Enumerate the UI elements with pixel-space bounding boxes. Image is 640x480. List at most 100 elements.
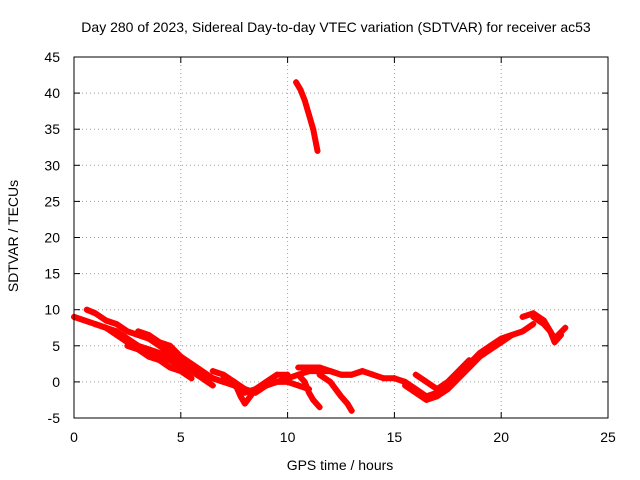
y-tick-label: 10 [44, 302, 60, 318]
data-point [444, 386, 451, 393]
data-point [295, 364, 302, 371]
series-track-11 [316, 371, 355, 414]
data-point [295, 371, 302, 378]
y-tick-label: 35 [44, 121, 60, 137]
data-point [103, 324, 110, 331]
data-point [498, 339, 505, 346]
y-tick-label: -5 [48, 410, 61, 426]
data-point [167, 357, 174, 364]
data-point [412, 389, 419, 396]
data-point [124, 342, 131, 349]
series-track-14 [402, 331, 515, 403]
data-point [113, 321, 120, 328]
data-point [92, 310, 99, 317]
data-point [359, 368, 366, 375]
data-point [241, 400, 248, 407]
data-point [81, 317, 88, 324]
data-point [188, 360, 195, 367]
data-point [297, 86, 304, 93]
data-point [293, 79, 300, 86]
data-point [327, 378, 334, 385]
data-point [273, 371, 280, 378]
data-point [455, 375, 462, 382]
x-tick-label: 25 [600, 429, 616, 445]
data-point [220, 375, 227, 382]
grid-lines [74, 57, 608, 418]
series-line [135, 328, 216, 382]
data-point [301, 97, 308, 104]
series-line [295, 364, 398, 382]
series-track-10 [295, 371, 323, 411]
data-point [519, 328, 526, 335]
data-point [273, 378, 280, 385]
series-line [412, 357, 473, 393]
data-point [284, 371, 291, 378]
data-point [540, 321, 547, 328]
series-track-3 [92, 321, 216, 389]
data-point [338, 371, 344, 378]
data-point [145, 331, 152, 338]
data-point [314, 147, 321, 154]
data-point [412, 371, 419, 378]
data-point [434, 386, 441, 393]
y-tick-label: 30 [44, 157, 60, 173]
data-point [177, 368, 184, 375]
y-tick-label: 25 [44, 193, 60, 209]
data-point [284, 378, 291, 385]
y-tick-label: 15 [44, 266, 60, 282]
data-point [487, 346, 494, 353]
y-tick-label: 45 [44, 49, 60, 65]
data-point [423, 378, 430, 385]
data-point [167, 364, 174, 371]
axis-ticks [73, 56, 609, 419]
y-axis-title: SDTVAR / TECUs [5, 180, 21, 292]
data-point [455, 368, 462, 375]
x-tick-label: 20 [493, 429, 509, 445]
data-point [135, 328, 142, 335]
series-track-17 [530, 313, 565, 346]
data-point [327, 368, 334, 375]
data-point [530, 313, 537, 320]
series-track-5 [135, 328, 216, 382]
data-point [252, 386, 259, 393]
data-point [209, 375, 216, 382]
data-point [156, 357, 163, 364]
data-point [177, 353, 184, 360]
data-point [145, 353, 152, 360]
x-tick-label: 15 [387, 429, 403, 445]
data-point [305, 111, 312, 118]
data-point [519, 313, 526, 320]
data-point [92, 321, 99, 328]
data-point [305, 389, 312, 396]
data-point [167, 350, 174, 357]
data-series [71, 79, 569, 414]
series-line [220, 371, 291, 407]
data-point [188, 368, 195, 375]
data-point [530, 321, 537, 328]
series-track-8 [220, 371, 291, 407]
data-point [237, 393, 244, 400]
data-point [466, 364, 473, 371]
data-point [316, 364, 323, 371]
data-point [135, 346, 142, 353]
y-tick-label: 0 [52, 374, 60, 390]
data-point [402, 382, 409, 389]
data-point [316, 371, 323, 378]
data-point [305, 364, 312, 371]
data-point [310, 126, 317, 133]
data-point [263, 378, 270, 385]
data-point [338, 393, 344, 400]
x-tick-label: 0 [70, 429, 78, 445]
series-track-15 [412, 357, 473, 393]
series-track-4 [124, 342, 195, 382]
data-point [241, 386, 248, 393]
data-point [295, 382, 302, 389]
x-tick-labels: 0 5 10 15 20 25 [70, 429, 616, 445]
data-point [188, 375, 195, 382]
data-point [301, 378, 308, 385]
data-point [316, 404, 323, 411]
data-point [380, 375, 387, 382]
data-point [423, 396, 430, 403]
data-point [156, 339, 163, 346]
